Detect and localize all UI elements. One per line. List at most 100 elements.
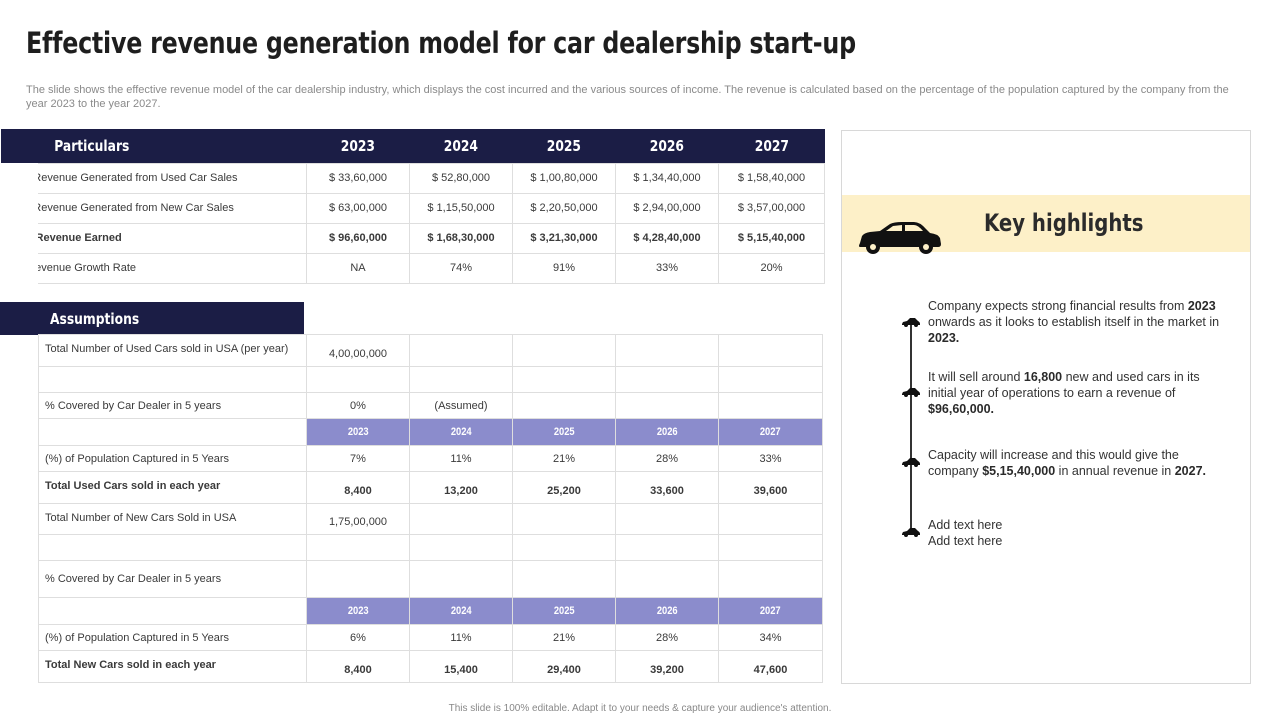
cell: 7% bbox=[306, 445, 410, 472]
cell: 47,600 bbox=[718, 650, 823, 683]
slide-subtitle: The slide shows the effective revenue mo… bbox=[26, 84, 1229, 110]
year-cell: 2026 bbox=[615, 597, 719, 625]
cell: $ 2,20,50,000 bbox=[512, 192, 616, 224]
cell bbox=[718, 366, 823, 393]
table-row: Total Revenue Generated from Used Car Sa… bbox=[0, 162, 825, 194]
cell bbox=[615, 366, 719, 393]
cell: $ 1,15,50,000 bbox=[409, 192, 513, 224]
table-row: % Covered by Car Dealer in 5 years 0% (A… bbox=[38, 392, 823, 419]
cell: 8,400 bbox=[306, 650, 410, 683]
cell: 8,400 bbox=[306, 471, 410, 504]
cell: 21% bbox=[512, 624, 616, 651]
row-label: Total Revenue Generated from Used Car Sa… bbox=[0, 162, 307, 194]
cell bbox=[615, 534, 719, 561]
header-year: 2026 bbox=[615, 129, 719, 163]
cell bbox=[718, 392, 823, 419]
cell: 1,75,00,000 bbox=[306, 503, 410, 535]
table-margin bbox=[0, 163, 38, 285]
footer-note: This slide is 100% editable. Adapt it to… bbox=[448, 703, 832, 714]
cell bbox=[306, 366, 410, 393]
year-cell: 2025 bbox=[512, 418, 616, 446]
cell: 28% bbox=[615, 624, 719, 651]
row-label: Total New Cars sold in each year bbox=[38, 650, 307, 683]
cell: $ 96,60,000 bbox=[306, 222, 410, 254]
cell: 11% bbox=[409, 624, 513, 651]
cell bbox=[409, 560, 513, 598]
cell: 28% bbox=[615, 445, 719, 472]
cell: $ 63,00,000 bbox=[306, 192, 410, 224]
cell: 13,200 bbox=[409, 471, 513, 504]
table-row: Total Number of Used Cars sold in USA (p… bbox=[38, 334, 823, 367]
cell: NA bbox=[306, 252, 410, 284]
cell: $ 1,00,80,000 bbox=[512, 162, 616, 194]
table-row: Total Revenue Generated from New Car Sal… bbox=[0, 192, 825, 224]
revenue-table: Particulars 2023 2024 2025 2026 2027 Tot… bbox=[0, 129, 825, 284]
cell: $ 1,34,40,000 bbox=[615, 162, 719, 194]
table-row: (%) of Population Captured in 5 Years 6%… bbox=[38, 624, 823, 651]
cell: 4,00,00,000 bbox=[306, 334, 410, 367]
highlight-item: Company expects strong financial results… bbox=[928, 299, 1220, 345]
assumptions-table: Total Number of Used Cars sold in USA (p… bbox=[38, 334, 823, 683]
cell: 33% bbox=[615, 252, 719, 284]
row-label: (%) of Population Captured in 5 Years bbox=[38, 445, 307, 472]
cell bbox=[718, 503, 823, 535]
cell bbox=[409, 503, 513, 535]
cell: (Assumed) bbox=[409, 392, 513, 419]
car-icon bbox=[859, 222, 941, 254]
header-year: 2027 bbox=[718, 129, 825, 163]
cell bbox=[38, 366, 307, 393]
table-row: Total Number of New Cars Sold in USA 1,7… bbox=[38, 503, 823, 535]
revenue-header-row: Particulars 2023 2024 2025 2026 2027 bbox=[0, 129, 825, 163]
cell bbox=[615, 392, 719, 419]
cell bbox=[409, 534, 513, 561]
year-cell: 2023 bbox=[306, 418, 410, 446]
row-label: Total Revenue Generated from New Car Sal… bbox=[0, 192, 307, 224]
cell: 29,400 bbox=[512, 650, 616, 683]
header-particulars: Particulars bbox=[0, 129, 307, 163]
table-row: (%) of Population Captured in 5 Years 7%… bbox=[38, 445, 823, 472]
header-year: 2023 bbox=[306, 129, 410, 163]
cell bbox=[38, 418, 307, 446]
highlight-item: Capacity will increase and this would gi… bbox=[928, 448, 1207, 478]
cell bbox=[38, 534, 307, 561]
cell: 20% bbox=[718, 252, 825, 284]
car-icon bbox=[902, 458, 920, 467]
key-highlights-header: Key highlights bbox=[842, 195, 1250, 254]
row-label: (%) Revenue Growth Rate bbox=[0, 252, 307, 284]
year-cell: 2026 bbox=[615, 418, 719, 446]
car-icon bbox=[902, 388, 920, 397]
highlight-item: Add text here Add text here bbox=[928, 517, 1228, 549]
cell bbox=[512, 534, 616, 561]
row-label: Total Used Cars sold in each year bbox=[38, 471, 307, 504]
cell bbox=[409, 334, 513, 367]
cell: $ 4,28,40,000 bbox=[615, 222, 719, 254]
cell bbox=[512, 503, 616, 535]
cell: 11% bbox=[409, 445, 513, 472]
table-row: % Covered by Car Dealer in 5 years bbox=[38, 560, 823, 598]
year-cell: 2027 bbox=[718, 418, 823, 446]
cell bbox=[512, 334, 616, 367]
table-row: Total Used Cars sold in each year 8,400 … bbox=[38, 471, 823, 504]
row-label: (%) of Population Captured in 5 Years bbox=[38, 624, 307, 651]
slide-title: Effective revenue generation model for c… bbox=[26, 26, 856, 60]
cell: $ 3,21,30,000 bbox=[512, 222, 616, 254]
cell: $ 2,94,00,000 bbox=[615, 192, 719, 224]
cell bbox=[615, 560, 719, 598]
table-row: (%) Revenue Growth Rate NA 74% 91% 33% 2… bbox=[0, 252, 825, 284]
key-highlights-panel: Key highlights Company expects strong fi… bbox=[841, 130, 1251, 684]
cell bbox=[306, 534, 410, 561]
cell: 25,200 bbox=[512, 471, 616, 504]
header-year: 2024 bbox=[409, 129, 513, 163]
year-row: 2023 2024 2025 2026 2027 bbox=[38, 418, 823, 446]
row-label: Total Revenue Earned bbox=[0, 222, 307, 254]
car-icon bbox=[902, 528, 920, 537]
cell bbox=[615, 334, 719, 367]
cell: 0% bbox=[306, 392, 410, 419]
cell: 39,200 bbox=[615, 650, 719, 683]
cell: 21% bbox=[512, 445, 616, 472]
cell bbox=[512, 392, 616, 419]
car-icon bbox=[902, 318, 920, 327]
cell: $ 1,68,30,000 bbox=[409, 222, 513, 254]
cell: 34% bbox=[718, 624, 823, 651]
year-cell: 2024 bbox=[409, 418, 513, 446]
